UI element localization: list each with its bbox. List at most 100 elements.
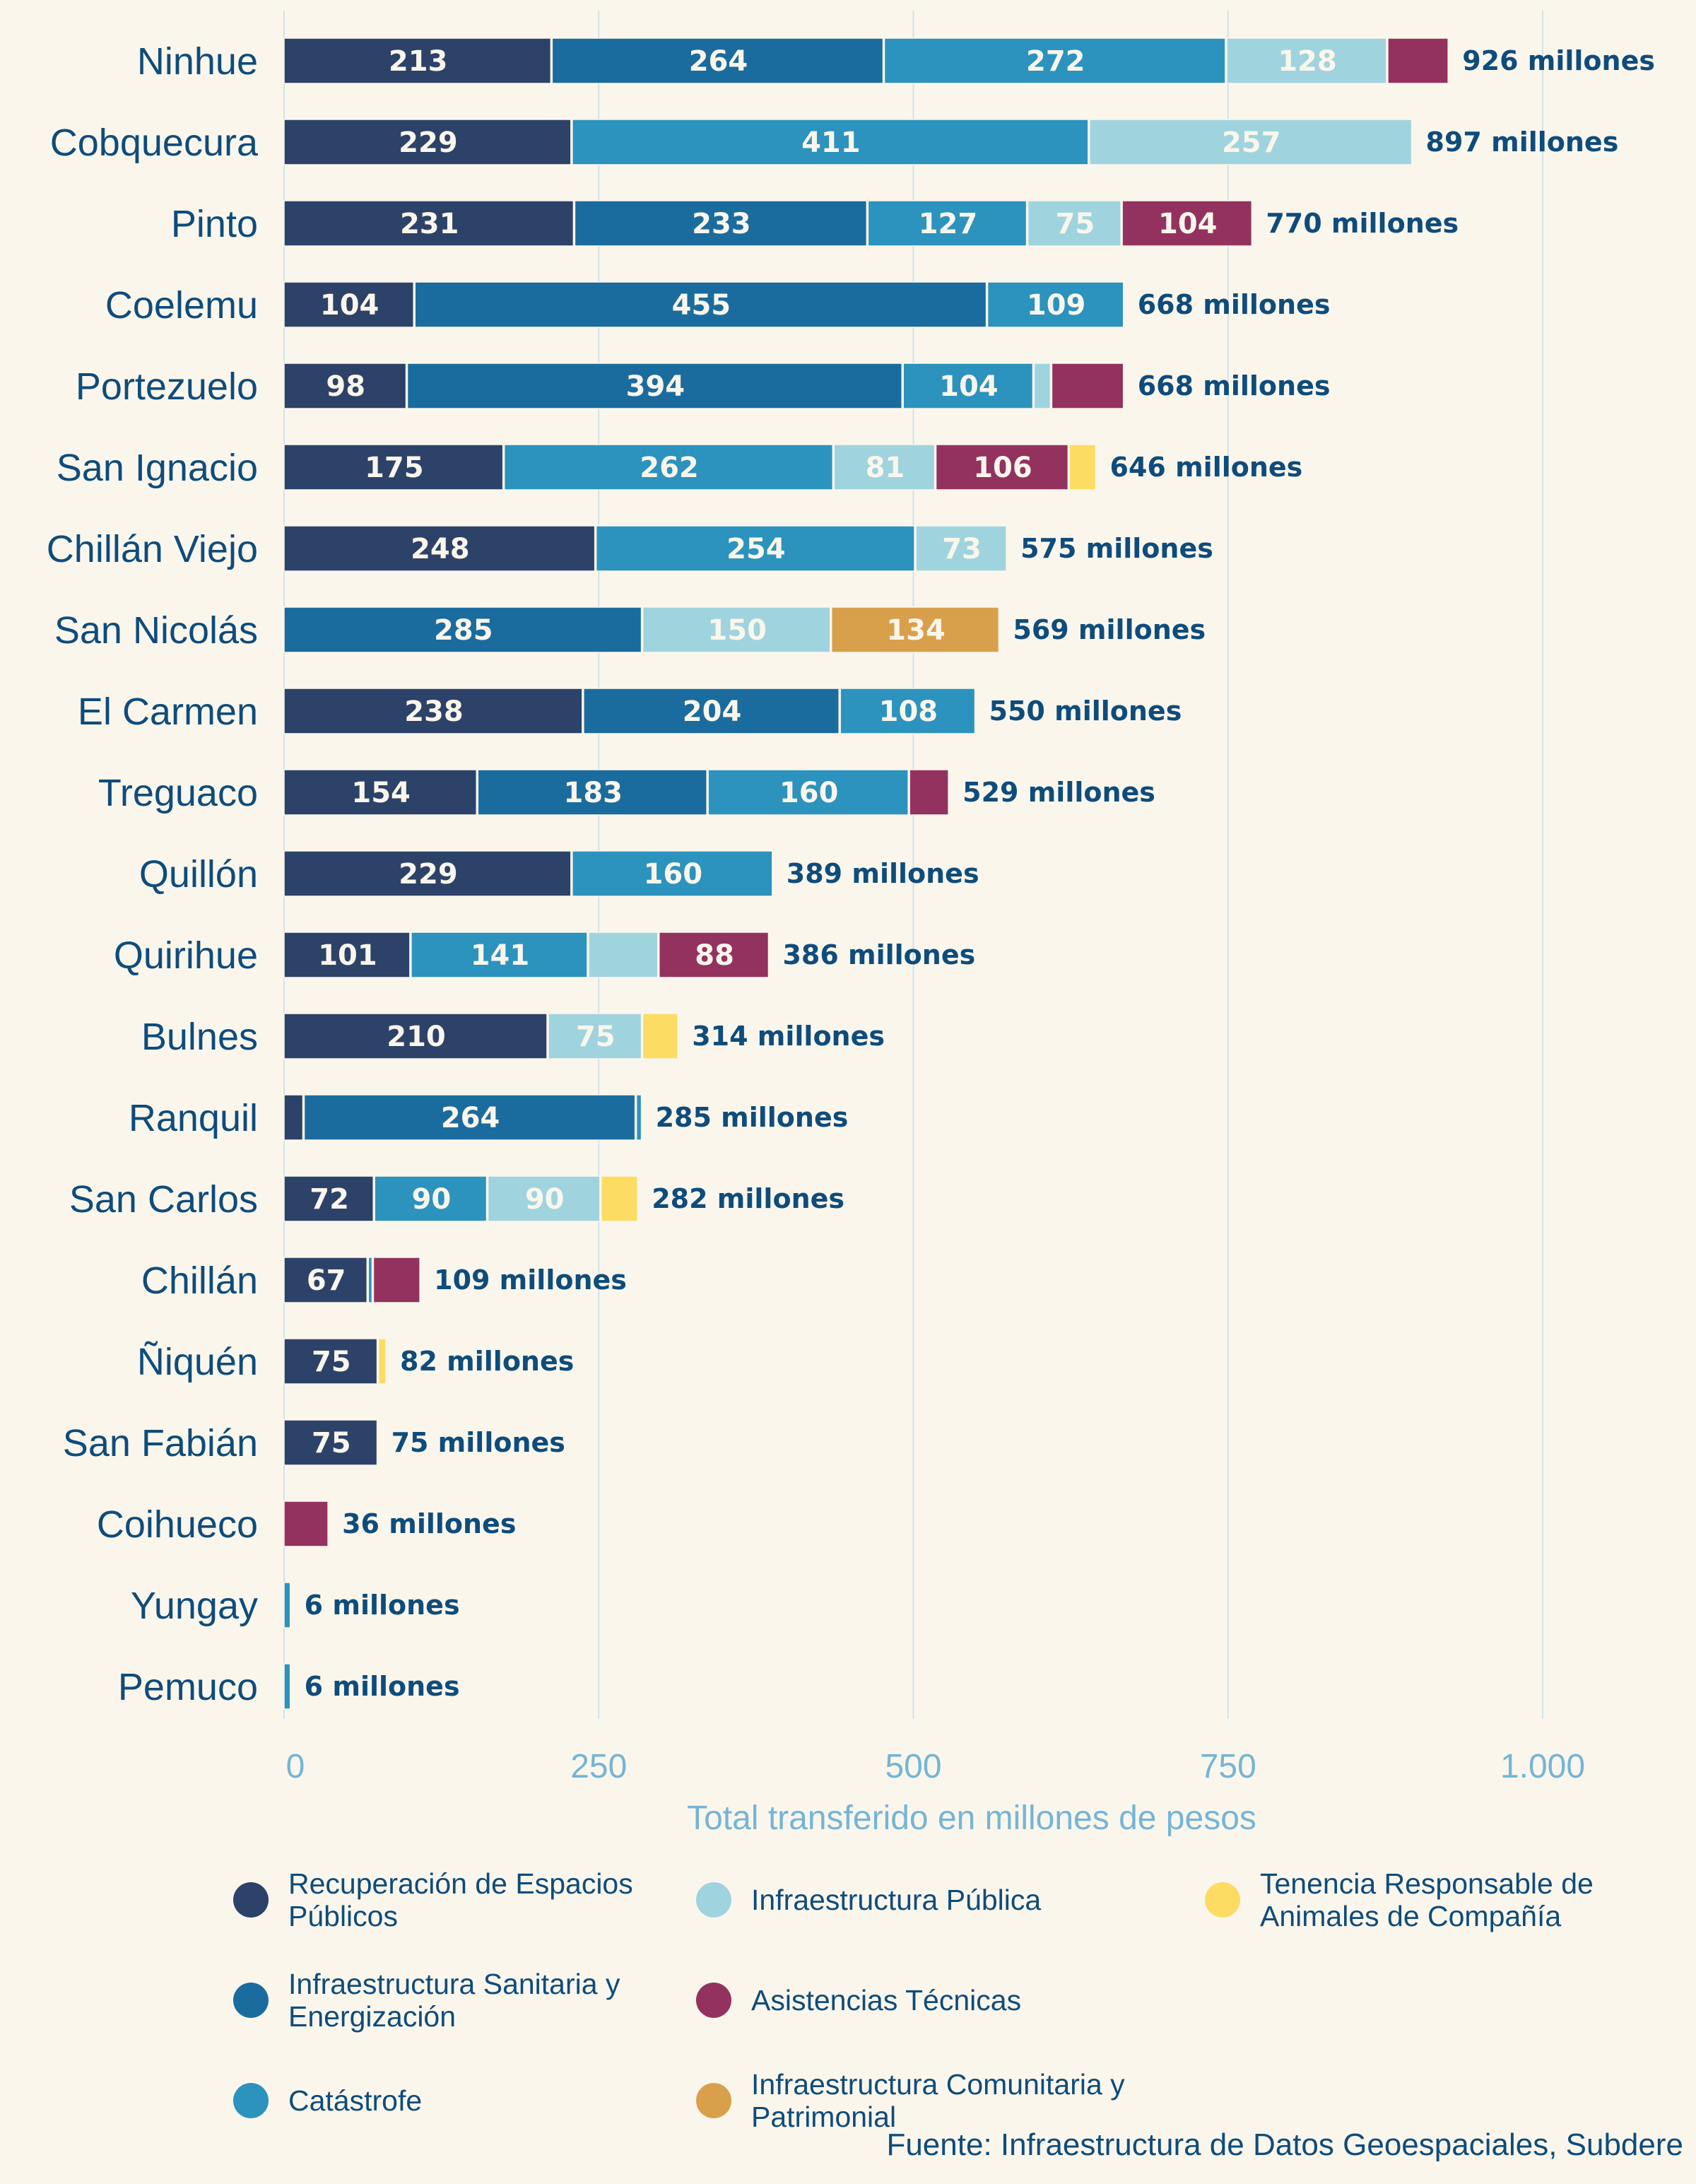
bar-segment [840,688,976,734]
total-value-label: 6 millones [305,1590,460,1621]
total-value-label: 109 millones [434,1264,627,1296]
segment-value-label: 128 [1278,45,1337,78]
total-value-label: 36 millones [342,1508,516,1539]
category-label: Yungay [131,1585,258,1627]
bar-segment [283,1257,368,1303]
segment-value-label: 213 [389,45,448,78]
segment-value-label: 160 [644,858,703,891]
legend-label: Infraestructura Comunitaria y Patrimonia… [751,2068,1125,2133]
category-label: Treguaco [98,772,258,814]
segment-value-label: 264 [689,45,748,78]
bar-segment [283,281,414,328]
x-tick-label: 1.000 [1500,1748,1585,1785]
legend-swatch-icon [233,2083,269,2118]
bar-segment [283,1501,329,1547]
bar-segment [1068,444,1097,491]
segment-value-label: 81 [866,452,905,484]
category-label: Chillán [141,1260,258,1302]
category-label: San Carlos [69,1178,258,1221]
bar-segment [601,1175,638,1222]
bar-segment [902,363,1034,409]
segment-value-label: 272 [1026,45,1085,78]
bar-segment [642,606,831,653]
category-label: San Ignacio [57,447,258,489]
segment-value-label: 394 [626,370,685,403]
bar-segment [987,281,1124,328]
segment-value-label: 88 [695,939,734,972]
category-label: Pemuco [118,1666,258,1708]
legend-item: Recuperación de Espacios Públicos [233,1866,696,1934]
bar-segment [283,525,596,572]
total-value-label: 569 millones [1013,614,1206,645]
segment-value-label: 183 [563,777,623,809]
total-value-label: 314 millones [692,1021,885,1052]
total-value-label: 575 millones [1020,533,1213,564]
category-label: Chillán Viejo [47,528,258,570]
total-value-label: 386 millones [782,939,975,970]
segment-value-label: 109 [1027,289,1086,322]
total-value-label: 770 millones [1266,208,1459,239]
segment-value-label: 90 [412,1183,452,1216]
segment-value-label: 75 [576,1021,616,1053]
legend-swatch-icon [233,1983,269,2018]
segment-value-label: 238 [404,695,464,728]
segment-value-label: 106 [973,452,1032,484]
bar-segment [283,444,504,491]
legend-swatch-icon [233,1882,269,1918]
total-value-label: 668 millones [1138,370,1331,401]
segment-value-label: 233 [692,208,751,240]
segment-value-label: 75 [312,1346,351,1378]
bar-segment [283,363,407,409]
legend-label: Tenencia Responsable de Animales de Comp… [1260,1867,1594,1932]
bar-segment [283,200,575,247]
legend: Recuperación de Espacios Públicos Infraes… [233,1866,1647,2135]
bar-segment [283,1419,378,1466]
segment-value-label: 72 [310,1183,349,1216]
legend-swatch-icon [696,2083,731,2118]
total-value-label: 529 millones [962,777,1155,808]
bar-segment [883,37,1226,84]
x-tick-label: 0 [286,1748,305,1785]
segment-value-label: 101 [318,939,377,972]
total-value-label: 285 millones [656,1102,849,1133]
legend-label: Recuperación de Espacios Públicos [288,1867,633,1932]
total-value-label: 897 millones [1426,127,1619,158]
bars: 213 264 272 128 926 millones 229 411 257 897 mil… [283,37,1655,1710]
legend-item: Catástrofe [233,2067,696,2135]
category-label: Ranquil [129,1097,258,1139]
category-label: Coihueco [97,1503,258,1546]
segment-value-label: 411 [801,127,861,159]
segment-value-label: 104 [320,289,379,322]
bar-segment [477,769,707,816]
segment-value-label: 127 [919,208,978,240]
legend-item: Infraestructura Comunitaria y Patrimonia… [696,2067,1205,2135]
category-labels: Ninhue Cobquecura Pinto Coelemu Portezuelo Sa… [47,40,259,1708]
category-label: San Nicolás [54,609,258,652]
segment-value-label: 150 [707,614,767,647]
segment-value-label: 75 [1056,208,1095,240]
bar-segment [283,769,478,816]
bar-segment [1121,200,1253,247]
bar-segment [283,1663,291,1710]
bar-segment [830,606,1000,653]
segment-value-label: 108 [879,695,938,728]
stacked-bar-chart: 213 264 272 128 926 millones 229 411 257 897 mil… [47,11,1655,1837]
category-label: Quillón [139,853,258,896]
segment-value-label: 141 [471,939,530,972]
segment-value-label: 104 [939,370,999,403]
total-value-label: 389 millones [787,858,979,889]
total-value-label: 668 millones [1138,289,1331,320]
bar-segment [548,1013,642,1059]
legend-item: Infraestructura Sanitaria y Energización [233,1966,696,2034]
segment-value-label: 134 [886,614,946,647]
bar-segment [833,444,936,491]
bar-segment [487,1175,601,1222]
total-value-label: 82 millones [400,1346,574,1377]
bar-segment [1027,200,1121,247]
total-value-label: 6 millones [305,1671,460,1702]
legend-swatch-icon [1205,1882,1240,1918]
category-label: Ninhue [137,40,258,83]
segment-value-label: 175 [365,452,424,484]
segment-value-label: 73 [942,533,982,565]
category-label: Ñiquén [137,1341,258,1383]
